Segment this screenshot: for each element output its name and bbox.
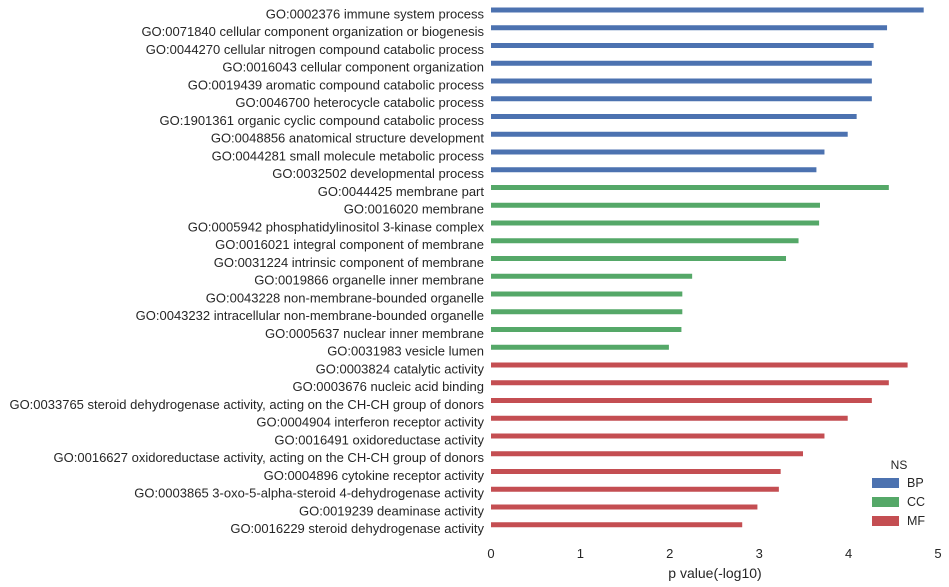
x-tick-label: 3: [756, 546, 763, 561]
category-label: GO:0044270 cellular nitrogen compound ca…: [146, 42, 485, 57]
category-label: GO:0044281 small molecule metabolic proc…: [212, 148, 485, 163]
category-label: GO:0032502 developmental process: [272, 166, 484, 181]
bar-bp: [491, 7, 924, 13]
x-tick-label: 2: [666, 546, 673, 561]
bar-cc: [491, 202, 820, 208]
bar-mf: [491, 433, 825, 439]
category-label: GO:0004904 interferon receptor activity: [256, 415, 484, 430]
category-label: GO:0031224 intrinsic component of membra…: [214, 255, 484, 270]
category-label: GO:0003676 nucleic acid binding: [292, 379, 484, 394]
bar-bp: [491, 60, 872, 66]
legend-label-bp: BP: [907, 476, 924, 490]
x-tick-label: 0: [487, 546, 494, 561]
bar-bp: [491, 96, 872, 102]
category-label: GO:0004896 cytokine receptor activity: [264, 468, 485, 483]
bar-cc: [491, 256, 787, 261]
bar-cc: [491, 291, 683, 297]
legend: NS BP CC MF: [872, 458, 925, 528]
legend-title: NS: [891, 458, 908, 472]
x-axis-title: p value(-log10): [668, 565, 761, 581]
category-label: GO:0016021 integral component of membran…: [215, 237, 484, 252]
x-tick-label: 5: [934, 546, 941, 561]
legend-label-cc: CC: [907, 495, 925, 509]
category-label: GO:0005942 phosphatidylinositol 3-kinase…: [188, 219, 485, 234]
bar-cc: [491, 309, 683, 315]
category-label: GO:0043228 non-membrane-bounded organell…: [206, 290, 484, 305]
category-label: GO:0002376 immune system process: [266, 6, 485, 21]
bar-mf: [491, 451, 804, 457]
x-tick-label: 1: [577, 546, 584, 561]
bar-mf: [491, 380, 889, 386]
bar-cc: [491, 238, 799, 244]
category-label: GO:1901361 organic cyclic compound catab…: [160, 113, 485, 128]
bar-bp: [491, 78, 872, 84]
bar-cc: [491, 273, 693, 279]
x-axis: 0 1 2 3 4 5: [487, 546, 941, 561]
bar-cc: [491, 185, 889, 190]
bar-cc: [491, 344, 669, 350]
legend-swatch-cc: [872, 497, 899, 507]
category-labels-group: GO:0002376 immune system process GO:00718…: [9, 6, 484, 536]
bar-cc: [491, 327, 682, 332]
category-label: GO:0019439 aromatic compound catabolic p…: [188, 77, 485, 92]
category-label: GO:0044425 membrane part: [318, 184, 485, 199]
bar-bp: [491, 25, 888, 31]
category-label: GO:0019866 organelle inner membrane: [254, 273, 484, 288]
category-label: GO:0048856 anatomical structure developm…: [211, 131, 485, 146]
category-label: GO:0016020 membrane: [344, 202, 484, 217]
bar-bp: [491, 43, 874, 48]
legend-label-mf: MF: [907, 514, 925, 528]
category-label: GO:0019239 deaminase activity: [299, 503, 484, 518]
bar-bp: [491, 131, 848, 137]
category-label: GO:0016229 steroid dehydrogenase activit…: [230, 521, 484, 536]
bar-cc: [491, 220, 820, 226]
bar-mf: [491, 522, 743, 528]
legend-swatch-mf: [872, 516, 899, 526]
category-label: GO:0031983 vesicle lumen: [327, 344, 484, 359]
legend-swatch-bp: [872, 478, 899, 488]
category-label: GO:0016491 oxidoreductase activity: [274, 432, 484, 447]
bar-mf: [491, 469, 781, 474]
category-label: GO:0003824 catalytic activity: [316, 361, 485, 376]
category-label: GO:0003865 3-oxo-5-alpha-steroid 4-dehyd…: [134, 486, 484, 501]
bar-bp: [491, 167, 817, 173]
bar-mf: [491, 415, 848, 421]
category-label: GO:0071840 cellular component organizati…: [141, 24, 484, 39]
bar-mf: [491, 398, 872, 403]
bar-mf: [491, 486, 779, 492]
bar-bp: [491, 149, 825, 155]
category-label: GO:0016627 oxidoreductase activity, acti…: [54, 450, 485, 465]
category-label: GO:0033765 steroid dehydrogenase activit…: [9, 397, 484, 412]
category-label: GO:0005637 nuclear inner membrane: [265, 326, 484, 341]
category-label: GO:0016043 cellular component organizati…: [222, 60, 484, 75]
bars-group: [491, 7, 924, 528]
bar-mf: [491, 504, 758, 510]
category-label: GO:0046700 heterocycle catabolic process: [235, 95, 484, 110]
bar-bp: [491, 114, 857, 119]
bar-mf: [491, 362, 908, 368]
category-label: GO:0043232 intracellular non-membrane-bo…: [136, 308, 484, 323]
x-tick-label: 4: [845, 546, 852, 561]
